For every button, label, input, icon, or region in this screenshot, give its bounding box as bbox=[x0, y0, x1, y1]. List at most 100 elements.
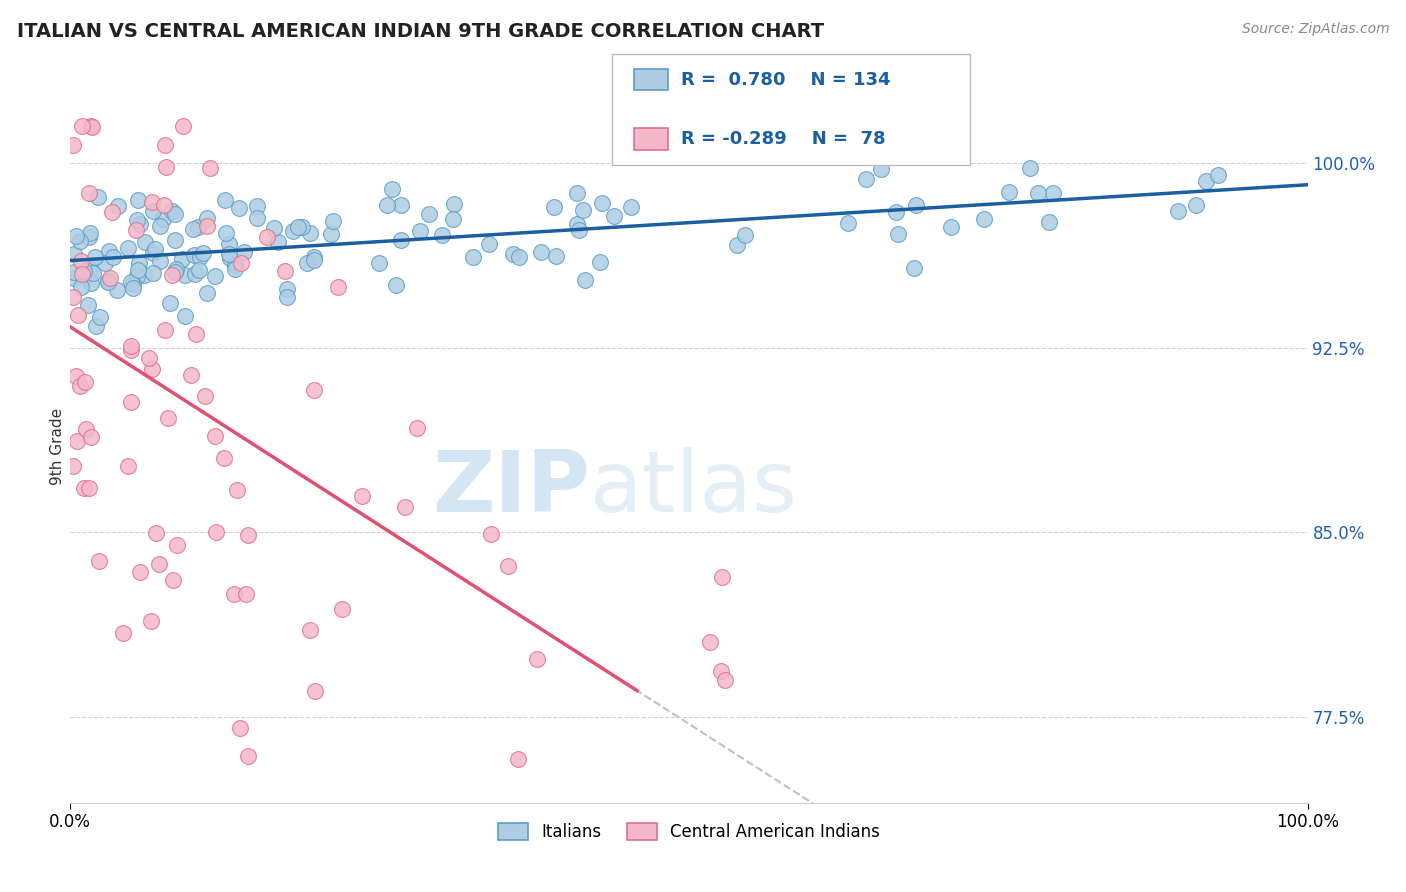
Point bbox=[568, 223, 591, 237]
Point bbox=[141, 614, 163, 628]
Point bbox=[160, 268, 183, 282]
Point bbox=[142, 267, 165, 281]
Point bbox=[302, 383, 325, 397]
Point bbox=[998, 186, 1021, 200]
Point bbox=[77, 298, 100, 312]
Point bbox=[165, 261, 187, 276]
Point bbox=[166, 538, 188, 552]
Point bbox=[194, 389, 217, 403]
Point bbox=[103, 250, 125, 264]
Point bbox=[572, 202, 595, 217]
Point bbox=[508, 250, 530, 264]
Point bbox=[142, 203, 165, 218]
Point bbox=[188, 250, 211, 264]
Point bbox=[699, 635, 721, 649]
Point bbox=[710, 664, 733, 678]
Point bbox=[125, 222, 148, 236]
Point bbox=[62, 459, 84, 474]
Point bbox=[127, 263, 149, 277]
Point bbox=[377, 198, 399, 212]
Point bbox=[174, 309, 197, 323]
Point bbox=[574, 273, 596, 287]
Point bbox=[165, 207, 187, 221]
Point bbox=[186, 326, 208, 341]
Point bbox=[70, 254, 93, 268]
Point bbox=[418, 206, 440, 220]
Point bbox=[496, 559, 519, 574]
Point bbox=[502, 246, 524, 260]
Point bbox=[187, 220, 209, 235]
Point bbox=[180, 368, 202, 383]
Point bbox=[1042, 186, 1064, 201]
Point bbox=[172, 252, 194, 266]
Point bbox=[233, 245, 256, 260]
Point bbox=[134, 268, 156, 282]
Point bbox=[226, 483, 249, 497]
Point bbox=[298, 623, 321, 637]
Point bbox=[530, 245, 553, 260]
Point bbox=[195, 286, 218, 301]
Point bbox=[129, 566, 152, 580]
Point bbox=[389, 233, 412, 247]
Text: R =  0.780    N = 134: R = 0.780 N = 134 bbox=[681, 70, 890, 88]
Point bbox=[94, 256, 117, 270]
Point bbox=[188, 263, 211, 277]
Point bbox=[274, 264, 297, 278]
Point bbox=[98, 244, 121, 258]
Point bbox=[183, 248, 205, 262]
Point bbox=[77, 229, 100, 244]
Point bbox=[79, 261, 101, 276]
Point bbox=[565, 186, 588, 201]
Point bbox=[204, 269, 226, 284]
Point bbox=[172, 119, 194, 133]
Point bbox=[165, 265, 187, 279]
Point bbox=[75, 422, 97, 436]
Point bbox=[120, 395, 142, 409]
Point bbox=[620, 200, 643, 214]
Point bbox=[112, 626, 135, 640]
Point bbox=[409, 224, 432, 238]
Point bbox=[368, 256, 391, 270]
Point bbox=[184, 267, 207, 281]
Point bbox=[100, 270, 122, 285]
Text: atlas: atlas bbox=[591, 447, 799, 531]
Point bbox=[291, 220, 314, 235]
Point bbox=[163, 233, 186, 247]
Point bbox=[352, 489, 374, 503]
Point bbox=[66, 308, 89, 322]
Point bbox=[70, 280, 93, 294]
Point bbox=[101, 204, 124, 219]
Point bbox=[125, 269, 148, 284]
Point bbox=[97, 274, 120, 288]
Point bbox=[80, 430, 103, 444]
Point bbox=[714, 673, 737, 687]
Point bbox=[142, 246, 165, 260]
Point bbox=[1206, 168, 1229, 182]
Point bbox=[87, 554, 110, 568]
Point bbox=[406, 420, 429, 434]
Point bbox=[246, 211, 269, 225]
Point bbox=[256, 230, 278, 244]
Point bbox=[973, 211, 995, 226]
Point bbox=[145, 525, 167, 540]
Point bbox=[62, 137, 84, 152]
Point bbox=[304, 253, 326, 268]
Point bbox=[734, 227, 756, 242]
Point bbox=[121, 277, 143, 291]
Point bbox=[1184, 198, 1206, 212]
Point bbox=[83, 250, 105, 264]
Point bbox=[224, 587, 246, 601]
Point bbox=[72, 264, 94, 278]
Point bbox=[589, 254, 612, 268]
Point bbox=[87, 190, 110, 204]
Text: R = -0.289    N =  78: R = -0.289 N = 78 bbox=[681, 130, 886, 148]
Point bbox=[143, 242, 166, 256]
Point bbox=[238, 528, 260, 542]
Point bbox=[246, 198, 269, 212]
Point bbox=[1167, 204, 1189, 219]
Point bbox=[65, 369, 87, 384]
Point bbox=[228, 201, 250, 215]
Point bbox=[394, 500, 416, 514]
Point bbox=[236, 748, 259, 763]
Point bbox=[153, 138, 176, 153]
